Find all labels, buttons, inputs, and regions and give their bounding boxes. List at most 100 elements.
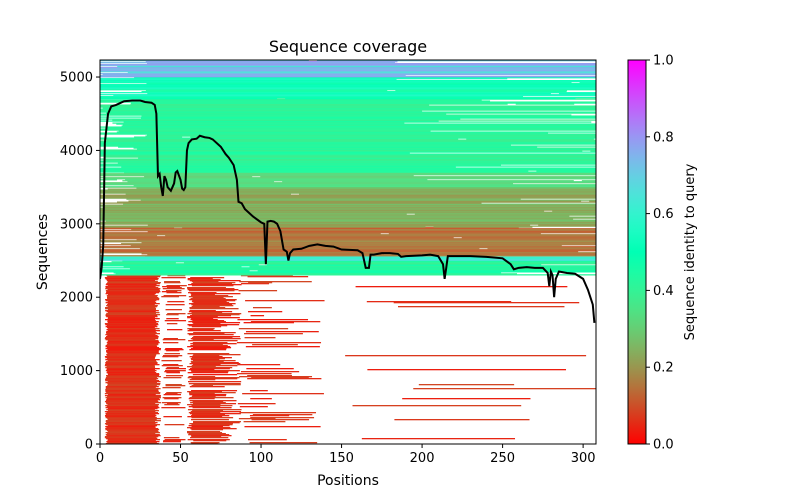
msa-row-segment [165, 235, 596, 237]
msa-row-segment [100, 145, 596, 147]
msa-row-segment [107, 442, 157, 444]
msa-row-segment [105, 156, 596, 158]
msa-row-segment [192, 339, 214, 341]
msa-row-segment [100, 247, 596, 249]
msa-row-segment [187, 333, 225, 335]
msa-row-segment [191, 326, 222, 328]
msa-row-segment [121, 243, 596, 245]
msa-row-segment [164, 439, 186, 441]
msa-row-segment [103, 178, 596, 180]
msa-row-segment [190, 298, 226, 300]
msa-row-segment [106, 399, 161, 401]
msa-row-segment [111, 261, 596, 263]
msa-row-segment [104, 411, 156, 413]
msa-row-segment [100, 70, 596, 72]
msa-row-segment [162, 286, 180, 288]
msa-row-segment [100, 223, 596, 225]
msa-row-segment [581, 180, 596, 182]
msa-row-segment [188, 296, 233, 298]
msa-row-segment [105, 324, 159, 326]
msa-row-segment [134, 136, 183, 138]
msa-row-segment [105, 405, 158, 407]
msa-row-segment [100, 177, 596, 179]
msa-row-segment [187, 372, 228, 374]
msa-row-segment [192, 410, 224, 412]
msa-row-segment [106, 409, 155, 411]
msa-row-segment [249, 390, 268, 392]
msa-row-segment [100, 197, 596, 199]
msa-row-segment [166, 403, 179, 405]
msa-row-segment [191, 371, 229, 373]
msa-row-segment [249, 415, 290, 417]
msa-row-segment [105, 416, 156, 418]
msa-row-segment [105, 424, 161, 426]
msa-row-segment [190, 402, 226, 404]
msa-row-segment [250, 315, 265, 317]
msa-row-segment [107, 343, 159, 345]
msa-row-segment [164, 404, 180, 406]
msa-row-segment [107, 304, 155, 306]
msa-row-segment [133, 147, 596, 149]
msa-row-segment [191, 314, 240, 316]
msa-row-segment [105, 278, 159, 280]
msa-row-segment [105, 314, 161, 316]
msa-row-segment [136, 239, 596, 241]
msa-row-segment [105, 429, 160, 431]
msa-row-segment [191, 301, 227, 303]
msa-row-segment [190, 428, 237, 430]
msa-row-segment [100, 78, 508, 80]
msa-row-segment [107, 318, 160, 320]
msa-row-segment [100, 71, 596, 73]
msa-row-segment [189, 379, 216, 381]
msa-row-segment [100, 269, 596, 271]
msa-row-segment [192, 401, 224, 403]
msa-row-segment [243, 322, 294, 324]
msa-row-segment [106, 347, 160, 349]
msa-row-segment [249, 442, 318, 444]
msa-row-segment [162, 356, 179, 358]
msa-row-segment [165, 348, 183, 350]
msa-row-segment [106, 275, 161, 277]
msa-row-segment [187, 330, 221, 332]
msa-row-segment [187, 328, 215, 330]
msa-row-segment [100, 264, 259, 266]
msa-row-segment [100, 68, 596, 70]
msa-row-segment [116, 201, 596, 203]
msa-row-segment [107, 320, 156, 322]
msa-row-segment [167, 275, 186, 277]
msa-row-segment [187, 404, 221, 406]
msa-row-segment [100, 164, 501, 166]
msa-row-segment [105, 382, 157, 384]
msa-row-segment [163, 437, 180, 439]
msa-row-segment [100, 99, 482, 101]
msa-row-segment [552, 210, 596, 212]
msa-row-segment [189, 329, 214, 331]
msa-row-segment [105, 387, 156, 389]
msa-row-segment [100, 259, 596, 261]
msa-row-segment [167, 313, 186, 315]
msa-row-segment [193, 336, 241, 338]
msa-row-segment [107, 349, 161, 351]
msa-row-segment [106, 279, 158, 281]
msa-row-segment [129, 268, 596, 270]
msa-row-segment [190, 437, 229, 439]
msa-row-segment [140, 199, 596, 201]
msa-row-segment [188, 381, 242, 383]
msa-row-segment [164, 281, 181, 283]
msa-row-segment [105, 434, 160, 436]
msa-row-segment [100, 238, 596, 240]
msa-row-segment [112, 122, 405, 124]
y-tick-label: 1000 [60, 364, 93, 379]
msa-row-segment [105, 390, 159, 392]
msa-row-segment [250, 398, 272, 400]
msa-row-segment [130, 245, 562, 247]
msa-row-segment [166, 350, 180, 352]
colorbar-tick-label: 0.8 [653, 130, 674, 145]
msa-row-segment [187, 391, 223, 393]
msa-row-segment [107, 340, 159, 342]
msa-row-segment [487, 248, 596, 250]
msa-row-segment [107, 188, 596, 190]
msa-row-segment [395, 90, 568, 92]
msa-row-segment [112, 119, 596, 121]
msa-row-segment [165, 384, 182, 386]
